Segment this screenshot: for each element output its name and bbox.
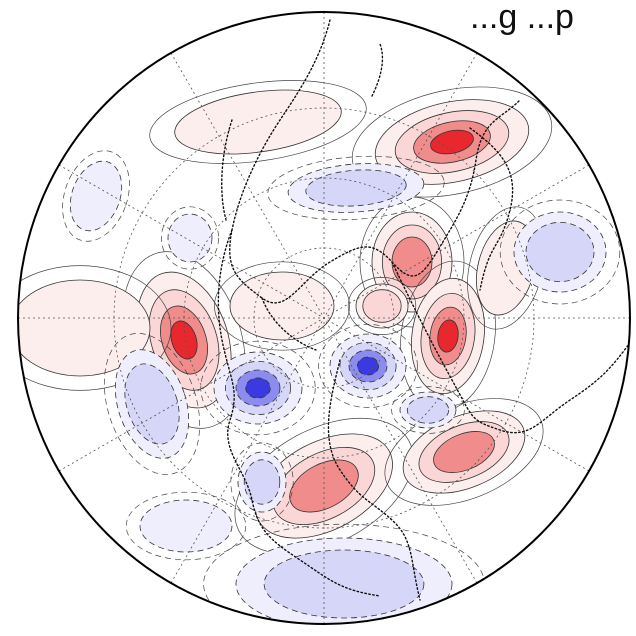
positive-anomaly-blob: [347, 277, 417, 335]
coastline-path: [371, 43, 514, 291]
negative-anomaly-blob: [318, 324, 418, 408]
positive-anomaly-blob: [384, 398, 544, 506]
negative-anomaly-blob: [391, 386, 465, 434]
positive-anomaly-blob: [18, 265, 172, 391]
positive-anomaly-blob: [351, 86, 553, 198]
negative-anomaly-blob: [125, 491, 247, 561]
positive-anomaly-blob: [359, 196, 465, 328]
coastline-path: [229, 19, 521, 304]
map-title: ...g ...p: [470, 0, 574, 36]
coastline-path: [327, 359, 421, 601]
positive-anomaly-blob: [234, 417, 414, 555]
latitude-circle: [113, 107, 535, 529]
map-boundary-circle: [17, 11, 631, 625]
negative-anomaly-blob: [161, 206, 219, 270]
latitude-circle: [183, 177, 465, 459]
negative-anomaly-blob: [200, 340, 316, 436]
negative-anomaly-blob: [230, 442, 294, 522]
latitude-circle: [253, 247, 395, 389]
coastline-path: [217, 229, 381, 597]
negative-anomaly-blob: [499, 199, 621, 305]
negative-anomaly-blob: [267, 155, 445, 221]
meridian-line: [58, 164, 590, 472]
positive-anomaly-blob: [400, 260, 496, 412]
positive-anomaly-blob: [214, 261, 350, 351]
coastline-layer: [217, 19, 630, 601]
negative-anomaly-blob: [203, 523, 485, 624]
coastline-path: [391, 261, 630, 434]
graticule-layer: [18, 12, 630, 624]
coastline-path: [221, 119, 317, 351]
negative-anomaly-blob: [103, 333, 201, 475]
